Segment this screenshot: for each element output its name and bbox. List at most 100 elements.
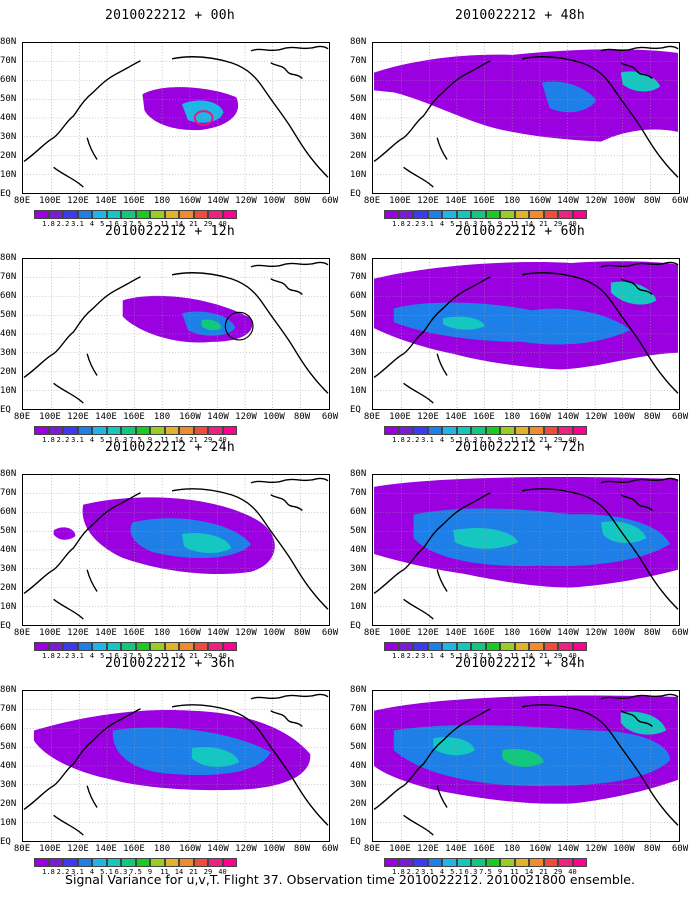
longitude-label: 180 <box>503 844 521 854</box>
colorbar-label: 3.1 <box>71 868 84 876</box>
longitude-label: 100W <box>613 628 635 638</box>
longitude-labels: 80E 100E 120E 140E 160E 180 160W 140W 120W 100W 80… <box>362 844 692 856</box>
colorbar-swatch <box>92 858 107 867</box>
longitude-label: 100E <box>389 412 411 422</box>
colorbar-label: 7.5 <box>479 436 492 444</box>
coastline <box>620 278 653 296</box>
colorbar-label: 11 <box>510 220 519 228</box>
longitude-label: 60W <box>321 412 339 422</box>
colorbar-label: 5.1 <box>100 868 113 876</box>
colorbar-label: 2.2 <box>56 220 70 228</box>
latitude-label: 10N <box>0 818 17 828</box>
colorbar-swatch <box>48 642 63 651</box>
colorbar: 1.8 2.2 3.1 4 5.1 6.3 7.5 9 11 14 21 29 40 <box>384 642 587 662</box>
variance-contour <box>610 281 657 305</box>
longitude-label: 160E <box>123 412 145 422</box>
colorbar-label: 11 <box>510 868 519 876</box>
latitude-label: 70N <box>350 56 367 66</box>
colorbar-swatch <box>558 858 573 867</box>
longitude-label: 140W <box>557 196 579 206</box>
longitude-label: 140W <box>207 844 229 854</box>
colorbar-label: 29 <box>553 652 563 660</box>
coastline <box>171 56 329 178</box>
variance-contour <box>601 521 647 544</box>
colorbar-swatch <box>106 858 121 867</box>
colorbar: 1.8 2.2 3.1 4 5.1 6.3 7.5 9 11 14 21 29 40 <box>34 858 237 878</box>
map-svg <box>23 259 329 409</box>
colorbar-label: 14 <box>174 652 184 660</box>
latitude-label: EQ <box>0 405 11 415</box>
latitude-label: 70N <box>350 272 367 282</box>
longitude-label: 160W <box>179 196 201 206</box>
variance-contour <box>374 49 678 142</box>
colorbar-label: 7.5 <box>129 436 142 444</box>
colorbar-label: 4 <box>439 220 445 228</box>
colorbar: 1.8 2.2 3.1 4 5.1 6.3 7.5 9 11 14 21 29 40 <box>34 426 237 446</box>
colorbar-swatch <box>222 642 237 651</box>
longitude-label: 80E <box>363 628 381 638</box>
longitude-label: 100W <box>263 844 285 854</box>
coastline <box>373 60 491 162</box>
latitude-labels: 80N 70N 60N 50N 40N 30N 20N 10N EQ <box>0 468 22 632</box>
latitude-label: 60N <box>350 723 367 733</box>
latitude-label: 60N <box>350 75 367 85</box>
coastline <box>53 814 84 836</box>
map-svg <box>373 259 679 409</box>
coastline <box>270 278 303 296</box>
coastline <box>620 62 653 80</box>
colorbar-label: 40 <box>218 868 227 876</box>
colorbar-swatch <box>63 210 78 219</box>
colorbar-label: 5.1 <box>450 220 463 228</box>
colorbar-swatch <box>442 210 457 219</box>
longitude-label: 120W <box>585 196 607 206</box>
colorbar: 1.8 2.2 3.1 4 5.1 6.3 7.5 9 11 14 21 29 40 <box>34 642 237 662</box>
coastline <box>171 488 329 610</box>
map-panel: 2010022212 + 00h 80N 70N 60N 50N 40N 30N 20N 10N… <box>0 0 340 228</box>
longitude-label: 160E <box>473 844 495 854</box>
colorbar-swatch <box>63 858 78 867</box>
colorbar-swatch <box>471 426 486 435</box>
longitude-label: 160W <box>529 844 551 854</box>
colorbar-label: 2.2 <box>56 652 70 660</box>
longitude-label: 100W <box>263 628 285 638</box>
colorbar-label: 1.8 <box>392 652 405 660</box>
latitude-labels: 80N 70N 60N 50N 40N 30N 20N 10N EQ <box>350 36 372 200</box>
latitude-label: 40N <box>350 545 367 555</box>
coastline <box>436 785 448 808</box>
longitude-label: 100W <box>263 196 285 206</box>
coastline <box>250 261 329 268</box>
map-plot <box>372 258 680 410</box>
longitude-label: 80E <box>13 196 31 206</box>
longitude-label: 160E <box>123 628 145 638</box>
colorbar-swatch <box>193 642 208 651</box>
colorbar-swatch <box>135 642 150 651</box>
latitude-label: EQ <box>0 621 11 631</box>
latitude-labels: 80N 70N 60N 50N 40N 30N 20N 10N EQ <box>350 468 372 632</box>
latitude-label: EQ <box>0 189 11 199</box>
colorbar-swatch <box>208 858 223 867</box>
colorbar-label: 14 <box>174 220 184 228</box>
variance-contour <box>443 316 485 330</box>
latitude-label: EQ <box>350 837 361 847</box>
coastline <box>403 814 434 836</box>
latitude-label: 40N <box>0 113 17 123</box>
longitude-label: 140E <box>445 628 467 638</box>
longitude-label: 140E <box>95 844 117 854</box>
colorbar-swatch <box>427 426 442 435</box>
colorbar-swatch <box>77 642 92 651</box>
longitude-label: 80E <box>363 412 381 422</box>
coastline <box>86 353 98 376</box>
latitude-labels: 80N 70N 60N 50N 40N 30N 20N 10N EQ <box>350 684 372 848</box>
coastline <box>600 693 679 700</box>
colorbar-label: 9 <box>147 652 153 660</box>
colorbar-label: 14 <box>524 220 534 228</box>
panel-title: 2010022212 + 12h <box>104 224 236 239</box>
panel-title: 2010022212 + 00h <box>104 8 236 23</box>
colorbar-swatch <box>34 210 49 219</box>
map-svg <box>23 43 329 193</box>
latitude-label: 10N <box>350 602 367 612</box>
longitude-label: 80W <box>293 196 311 206</box>
colorbar-swatch <box>485 642 500 651</box>
colorbar-swatch <box>135 210 150 219</box>
variance-contour <box>53 527 76 540</box>
